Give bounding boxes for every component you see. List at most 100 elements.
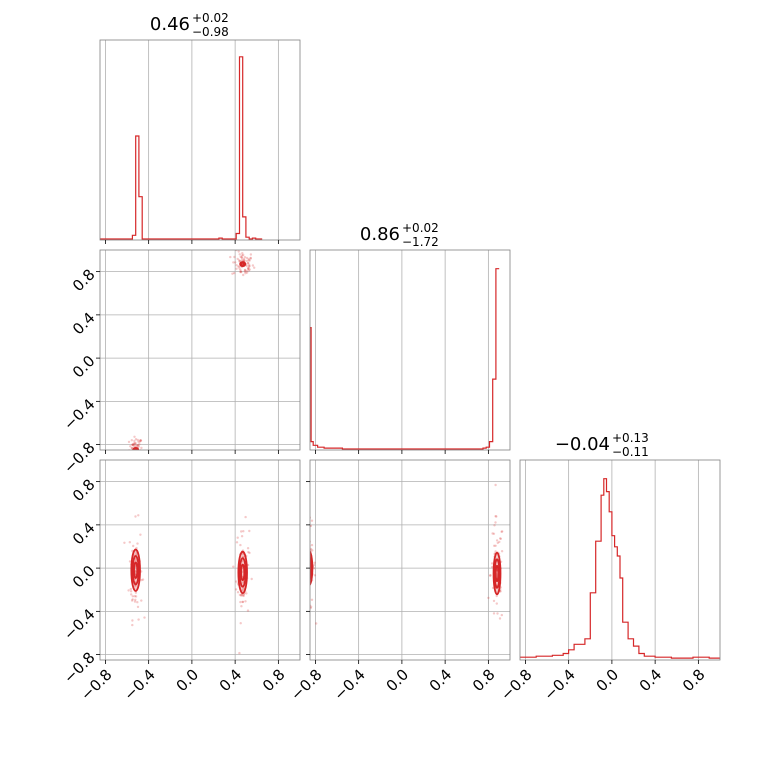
- scatter-point: [127, 589, 130, 592]
- scatter-point: [241, 570, 244, 574]
- contour-level-3: [494, 564, 500, 583]
- scatter-point: [240, 254, 244, 257]
- scatter-point: [236, 591, 240, 594]
- scatter-point: [136, 605, 140, 609]
- scatter-point: [310, 606, 312, 610]
- scatter-point: [131, 619, 134, 622]
- scatter-point: [134, 559, 138, 563]
- scatter-point: [131, 454, 133, 456]
- scatter-point: [136, 451, 138, 453]
- panel-title-median: 0.86: [360, 224, 400, 245]
- scatter-point: [240, 594, 243, 597]
- scatter-point: [313, 561, 316, 564]
- scatter-point: [501, 530, 504, 533]
- contour-level-1: [130, 548, 141, 592]
- scatter-point: [240, 605, 243, 608]
- scatter-point: [129, 451, 131, 453]
- scatter-point: [128, 560, 132, 563]
- scatter-point: [136, 438, 139, 442]
- scatter-point: [233, 271, 236, 275]
- scatter-point: [245, 271, 249, 274]
- scatter-point: [249, 256, 252, 260]
- scatter-point: [133, 441, 136, 445]
- scatter-point: [240, 535, 244, 538]
- scatter-point: [241, 600, 244, 604]
- ytick-label: −0.4: [60, 395, 98, 433]
- scatter-point: [494, 550, 497, 553]
- scatter-point: [242, 259, 245, 262]
- scatter-point: [133, 457, 135, 459]
- scatter-point: [237, 265, 240, 268]
- scatter-point: [248, 268, 251, 271]
- scatter-point: [494, 544, 497, 547]
- scatter-point: [245, 592, 248, 595]
- scatter-point: [136, 443, 140, 447]
- scatter-point: [495, 539, 499, 542]
- xtick-label: −0.4: [120, 666, 158, 704]
- scatter-point: [305, 556, 307, 558]
- xtick-label: 0.0: [593, 666, 623, 696]
- panel-2-0: −0.8 −0.4 0.0 0.4 0.8−0.8−0.40.00.40.8: [60, 459, 301, 704]
- scatter-point: [134, 515, 137, 518]
- scatter-point: [140, 446, 143, 450]
- scatter-point: [305, 613, 307, 615]
- scatter-point: [235, 580, 238, 583]
- panel-title-minus: −1.72: [402, 235, 439, 249]
- scatter-point: [239, 622, 242, 625]
- scatter-point: [238, 267, 241, 270]
- scatter-point: [245, 256, 249, 260]
- scatter-point: [233, 255, 236, 259]
- scatter-point: [247, 266, 250, 269]
- scatter-point: [135, 444, 139, 447]
- scatter-point: [249, 253, 253, 256]
- scatter-point: [306, 525, 308, 527]
- scatter-point: [139, 533, 142, 536]
- scatter-point: [306, 575, 308, 577]
- scatter-point: [131, 623, 134, 627]
- scatter-point: [253, 266, 256, 269]
- scatter-point: [137, 618, 140, 621]
- scatter-point: [494, 521, 497, 524]
- panel-title-plus: +0.02: [192, 11, 229, 25]
- scatter-point: [239, 270, 242, 273]
- scatter-point: [495, 515, 498, 518]
- scatter-point: [134, 442, 137, 445]
- scatter-point: [491, 532, 494, 535]
- scatter-point: [242, 587, 245, 590]
- scatter-point: [248, 265, 251, 268]
- scatter-point: [129, 454, 131, 456]
- scatter-point: [129, 587, 132, 591]
- scatter-point: [131, 443, 134, 446]
- scatter-point: [307, 546, 309, 548]
- scatter-point: [313, 574, 317, 577]
- scatter-point: [250, 577, 253, 581]
- scatter-point: [133, 435, 136, 438]
- scatter-point: [244, 515, 247, 519]
- scatter-point: [306, 554, 308, 556]
- scatter-point: [137, 453, 139, 455]
- xtick-label: 0.8: [259, 666, 289, 696]
- xtick-label: 0.4: [636, 666, 666, 696]
- scatter-point: [248, 259, 251, 262]
- scatter-point: [247, 267, 250, 270]
- scatter-point: [306, 591, 308, 593]
- scatter-point: [310, 605, 313, 608]
- panel-title-median: −0.04: [555, 434, 610, 455]
- scatter-point: [238, 259, 241, 262]
- scatter-point: [129, 590, 133, 593]
- scatter-point: [310, 598, 314, 601]
- scatter-point: [303, 593, 305, 595]
- panel-content: [520, 478, 720, 659]
- scatter-point: [240, 259, 244, 262]
- scatter-point: [500, 613, 503, 617]
- scatter-point: [492, 599, 496, 603]
- contour-level-2: [493, 558, 501, 589]
- scatter-point: [303, 549, 305, 551]
- scatter-point: [132, 442, 135, 446]
- scatter-point: [305, 594, 307, 596]
- scatter-point: [134, 466, 136, 468]
- scatter-point: [496, 612, 499, 615]
- scatter-point: [244, 272, 247, 275]
- scatter-point: [133, 461, 135, 463]
- scatter-point: [303, 573, 305, 575]
